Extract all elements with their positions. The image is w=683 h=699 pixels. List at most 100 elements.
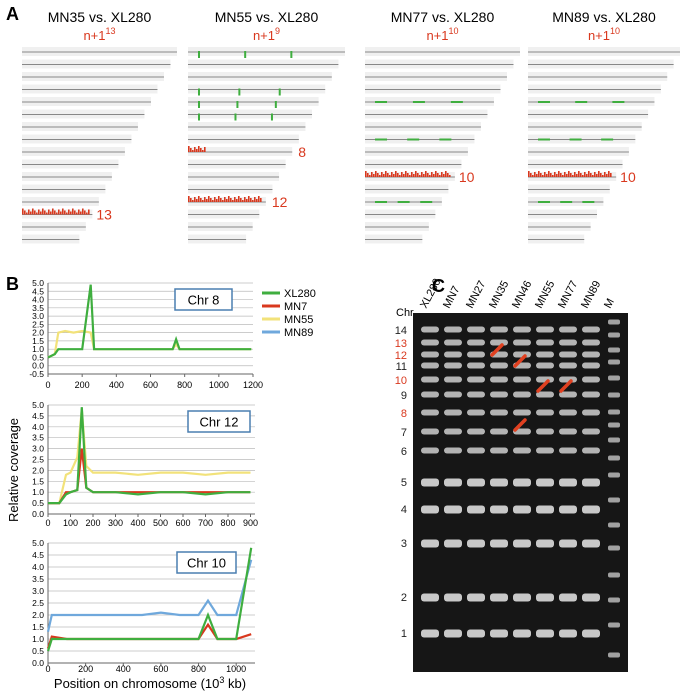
track-gain — [226, 199, 228, 202]
x-tick-label: 0 — [45, 380, 50, 390]
track-spot — [238, 88, 241, 96]
track-gain — [200, 148, 202, 152]
gel-band — [559, 339, 577, 346]
track-bg — [365, 97, 494, 106]
y-tick-label: 2.0 — [32, 328, 44, 338]
track-bg — [365, 147, 468, 156]
gel-band — [536, 391, 554, 398]
track-label: 8 — [298, 144, 306, 160]
track-gain — [68, 209, 70, 215]
track-gain — [562, 175, 564, 177]
gel-band — [536, 539, 554, 548]
track-spot — [198, 113, 200, 121]
track-gain — [606, 174, 608, 177]
y-tick-label: 2.5 — [32, 598, 44, 608]
track-gain — [202, 150, 204, 152]
track-spot — [198, 51, 200, 58]
track-gain — [246, 199, 248, 202]
track-bg — [22, 172, 112, 181]
chr-label: 6 — [401, 446, 407, 458]
track-gain — [574, 172, 576, 177]
gel-band — [559, 478, 577, 487]
track-gain — [206, 199, 208, 202]
track-gain — [560, 173, 562, 177]
gel-band — [490, 376, 508, 383]
y-tick-label: 3.0 — [32, 311, 44, 321]
track-bg — [528, 134, 636, 144]
gel-band — [444, 593, 462, 602]
gel-band — [421, 428, 439, 435]
column-title: MN89 vs. XL280 — [552, 9, 656, 25]
column-subtitle: n+110 — [426, 26, 458, 43]
x-tick-label: 600 — [175, 518, 190, 528]
x-tick-label: 600 — [143, 380, 158, 390]
y-tick-label: 5.0 — [32, 400, 44, 410]
track-gain — [383, 174, 385, 177]
y-tick-label: 3.5 — [32, 433, 44, 443]
chart-title-box — [174, 288, 233, 311]
gel-band — [513, 505, 531, 514]
track-gain — [60, 211, 62, 215]
track-gain — [439, 175, 441, 177]
track-gain — [204, 197, 206, 202]
x-tick-label: 300 — [108, 518, 123, 528]
track-bg — [22, 222, 86, 231]
track-gain — [369, 175, 371, 177]
x-tick-label: 400 — [109, 380, 124, 390]
gel-band — [559, 326, 577, 333]
gel-band — [467, 447, 485, 454]
track-spot — [375, 138, 387, 141]
gel-band — [513, 409, 531, 416]
gel-band — [582, 326, 600, 333]
chr-label: 5 — [401, 477, 407, 489]
gel-band — [559, 629, 577, 638]
track-bg — [365, 134, 475, 144]
panel-label: C — [432, 276, 445, 296]
track-gain — [244, 197, 246, 202]
gel-band — [490, 593, 508, 602]
track-gain — [228, 196, 230, 202]
track-gain — [248, 196, 250, 202]
gel-band — [421, 391, 439, 398]
arrow — [490, 343, 504, 357]
track-gain — [44, 210, 46, 215]
y-tick-label: 1.0 — [32, 344, 44, 354]
track-bg — [528, 234, 585, 244]
gel-band — [582, 593, 600, 602]
track-gain — [212, 200, 214, 202]
chr-label: 8 — [401, 408, 407, 420]
gel-band — [444, 351, 462, 358]
track-gain — [435, 171, 437, 177]
series-line — [47, 284, 252, 359]
track-gain — [254, 197, 256, 202]
y-tick-label: 1.5 — [32, 476, 44, 486]
track-gain — [52, 208, 54, 215]
track-gain — [588, 171, 590, 177]
track-gain — [50, 211, 52, 215]
track-gain — [433, 174, 435, 177]
gel-band — [421, 539, 439, 548]
track-gain — [84, 210, 86, 215]
subtitle-base: n+1 — [588, 28, 610, 43]
track-gain — [240, 198, 242, 202]
track-bg — [188, 47, 345, 56]
x-tick-label: 200 — [85, 518, 100, 528]
gel-band — [490, 539, 508, 548]
track-bg — [365, 72, 507, 81]
track-gain — [216, 199, 218, 202]
track-bg — [22, 72, 164, 81]
track-bg — [188, 59, 339, 69]
marker-band — [608, 437, 620, 443]
marker-band — [608, 622, 620, 628]
track-gain — [584, 172, 586, 177]
track-bg — [188, 84, 326, 94]
y-tick-label: 4.5 — [32, 286, 44, 296]
track-gain — [445, 171, 447, 177]
gel-band — [582, 428, 600, 435]
track-spot — [375, 201, 387, 203]
subtitle-sup: 13 — [106, 26, 116, 36]
gel-band — [536, 339, 554, 346]
track-bg — [22, 59, 171, 69]
track-gain — [395, 171, 397, 177]
gel-band — [513, 593, 531, 602]
